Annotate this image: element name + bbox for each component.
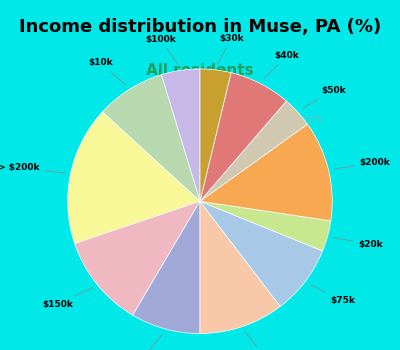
Text: $30k: $30k xyxy=(217,34,244,64)
Text: $100k: $100k xyxy=(145,35,178,65)
Wedge shape xyxy=(200,201,331,251)
Text: $200k: $200k xyxy=(334,158,390,169)
Wedge shape xyxy=(200,201,280,334)
Text: > $200k: > $200k xyxy=(0,163,65,173)
Wedge shape xyxy=(200,69,231,201)
Wedge shape xyxy=(102,75,200,201)
Wedge shape xyxy=(75,201,200,315)
Wedge shape xyxy=(200,73,286,201)
Text: $75k: $75k xyxy=(310,285,355,305)
Text: Income distribution in Muse, PA (%): Income distribution in Muse, PA (%) xyxy=(19,19,381,36)
Wedge shape xyxy=(200,101,308,201)
Wedge shape xyxy=(200,201,323,306)
Text: City-Data.com: City-Data.com xyxy=(253,114,323,124)
Text: $60k: $60k xyxy=(245,332,277,350)
Text: $50k: $50k xyxy=(302,86,346,108)
Text: $125k: $125k xyxy=(126,334,162,350)
Text: $10k: $10k xyxy=(88,58,126,85)
Text: $40k: $40k xyxy=(264,51,300,79)
Wedge shape xyxy=(68,112,200,244)
Text: $20k: $20k xyxy=(333,237,383,249)
Wedge shape xyxy=(133,201,200,334)
Wedge shape xyxy=(200,124,332,221)
Text: All residents: All residents xyxy=(146,63,254,78)
Wedge shape xyxy=(161,69,200,201)
Text: $150k: $150k xyxy=(42,288,92,309)
